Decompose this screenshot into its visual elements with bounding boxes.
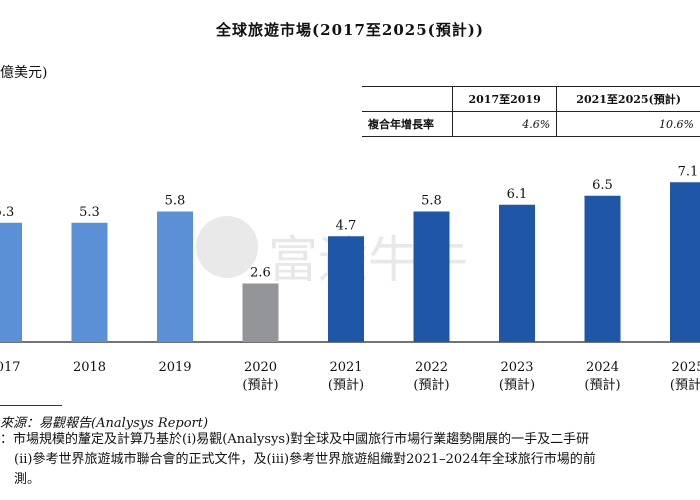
bar-2023 [499, 204, 535, 342]
data-label: 5.8 [165, 194, 186, 209]
cagr-col-header: 2017至2019 [451, 86, 557, 112]
x-tick-label: 2023 [500, 360, 533, 375]
cagr-row-label: 複合年增長率 [362, 111, 453, 137]
data-label: 6.5 [592, 178, 613, 193]
data-label: 7.1 [678, 164, 699, 179]
x-tick-label: 2022 [415, 360, 448, 375]
x-tick-sublabel: (預計) [670, 377, 700, 393]
bar-2024 [584, 195, 621, 342]
cagr-header-empty [362, 86, 453, 112]
data-label: 4.7 [336, 218, 357, 233]
cagr-table: 2017至2019 2021至2025(預計) 複合年增長率 4.6% 10.6… [362, 86, 700, 137]
footnote: ：市場規模的釐定及計算乃基於(i)易觀(Analysys)對全球及中國旅行市場行… [0, 430, 700, 490]
bar-2025 [670, 182, 700, 342]
bar-2020 [242, 283, 279, 342]
x-tick-label: 2025 [671, 360, 700, 375]
data-label: 2.6 [250, 266, 271, 281]
chart-title: 全球旅遊市場(2017至2025(預計)) [216, 21, 484, 39]
data-label: 5.3 [79, 205, 100, 220]
x-tick-sublabel: (預計) [499, 377, 535, 393]
footnote-line: (ii)參考世界旅遊城市聯合會的正式文件，及(iii)參考世界旅遊組織對2021… [14, 452, 596, 467]
x-tick-sublabel: (預計) [328, 377, 364, 393]
bar-2022 [413, 211, 450, 342]
x-tick-sublabel: (預計) [413, 377, 449, 393]
data-label: 5.3 [0, 205, 14, 220]
cagr-col-header: 2021至2025(預計) [556, 86, 700, 112]
x-tick-label: 2018 [73, 360, 106, 375]
data-label: 6.1 [507, 187, 528, 202]
unit-label: 億美元) [0, 65, 48, 81]
x-tick-label: 2024 [586, 360, 619, 375]
footnote-line: 測。 [14, 472, 41, 487]
cagr-header-row: 2017至2019 2021至2025(預計) [362, 86, 700, 112]
data-label: 5.8 [421, 194, 442, 209]
cagr-value: 10.6% [556, 111, 700, 137]
x-tick-label: 2020 [244, 360, 277, 375]
source-text: 來源：易觀報告(Analysys Report) [0, 416, 209, 431]
source-divider [0, 405, 62, 406]
x-tick-label: 2017 [0, 360, 21, 375]
bar-2018 [71, 222, 108, 342]
cagr-value-row: 複合年增長率 4.6% 10.6% [362, 111, 700, 137]
x-tick-sublabel: (預計) [242, 377, 278, 393]
footnote-line: ：市場規模的釐定及計算乃基於(i)易觀(Analysys)對全球及中國旅行市場行… [0, 432, 590, 447]
x-tick-label: 2021 [329, 360, 362, 375]
x-tick-label: 2019 [158, 360, 191, 375]
bar-2019 [157, 211, 193, 342]
x-tick-sublabel: (預計) [584, 377, 620, 393]
bar-2017 [0, 222, 22, 342]
bar-2021 [328, 236, 364, 342]
bar-chart: 5.3 2017 5.3 2018 5.8 2019 2.6 2020 (預計) 4.7 2021 (… [0, 164, 700, 393]
cagr-value: 4.6% [451, 111, 557, 137]
